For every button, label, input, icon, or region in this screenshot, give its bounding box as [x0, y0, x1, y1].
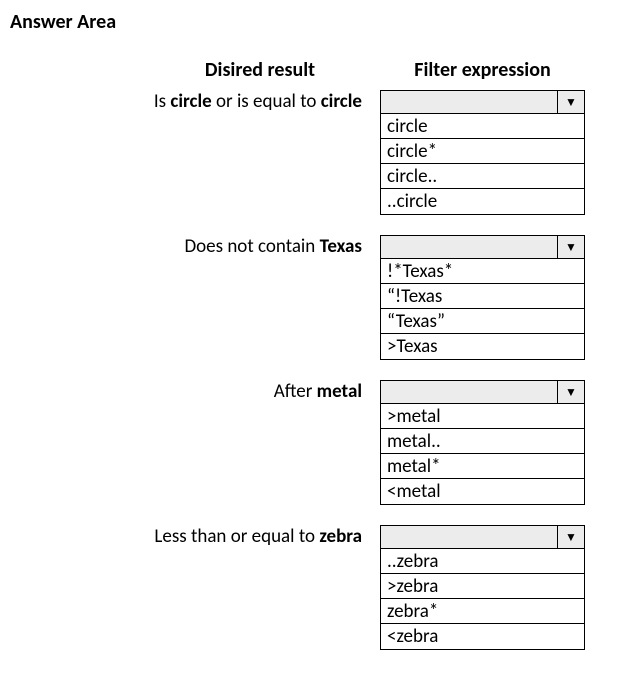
desc-text: Is	[154, 90, 171, 113]
dropdown-options-list: >metal metal.. metal* <metal	[380, 404, 585, 505]
column-header-filter-expression: Filter expression	[380, 58, 585, 82]
question-row: Less than or equal to zebra ▼ ..zebra >z…	[140, 525, 616, 650]
dropdown-options-list: circle circle* circle.. ..circle	[380, 114, 585, 215]
question-row: Does not contain Texas ▼ !*Texas* “!Texa…	[140, 235, 616, 360]
filter-dropdown[interactable]: ▼	[380, 525, 585, 549]
dropdown-selected-value	[381, 381, 558, 403]
dropdown-options-list: !*Texas* “!Texas “Texas” >Texas	[380, 259, 585, 360]
dropdown-option[interactable]: metal*	[381, 454, 584, 479]
desired-result-text: Is circle or is equal to circle	[140, 90, 380, 113]
dropdown-option[interactable]: <zebra	[381, 624, 584, 649]
answer-area-heading: Answer Area	[10, 10, 616, 34]
dropdown-option[interactable]: metal..	[381, 429, 584, 454]
desc-bold: circle	[321, 90, 362, 113]
column-headers-row: Disired result Filter expression	[140, 58, 616, 82]
filter-expression-group: ▼ ..zebra >zebra zebra* <zebra	[380, 525, 585, 650]
filter-expression-group: ▼ >metal metal.. metal* <metal	[380, 380, 585, 505]
dropdown-selected-value	[381, 526, 558, 548]
question-row: Is circle or is equal to circle ▼ circle…	[140, 90, 616, 215]
dropdown-option[interactable]: zebra*	[381, 599, 584, 624]
dropdown-option[interactable]: >Texas	[381, 334, 584, 359]
desc-bold: circle	[170, 90, 211, 113]
desc-text: After	[274, 380, 317, 403]
dropdown-option[interactable]: !*Texas*	[381, 259, 584, 284]
desc-text: or is equal to	[212, 90, 321, 113]
dropdown-option[interactable]: circle..	[381, 164, 584, 189]
filter-dropdown[interactable]: ▼	[380, 380, 585, 404]
chevron-down-icon[interactable]: ▼	[558, 526, 584, 548]
dropdown-option[interactable]: >zebra	[381, 574, 584, 599]
dropdown-selected-value	[381, 91, 558, 113]
chevron-down-icon[interactable]: ▼	[558, 91, 584, 113]
filter-expression-group: ▼ circle circle* circle.. ..circle	[380, 90, 585, 215]
chevron-down-icon[interactable]: ▼	[558, 236, 584, 258]
column-header-desired-result: Disired result	[140, 58, 380, 82]
question-table: Disired result Filter expression Is circ…	[140, 58, 616, 650]
desired-result-text: After metal	[140, 380, 380, 403]
dropdown-option[interactable]: <metal	[381, 479, 584, 504]
desc-bold: metal	[317, 380, 362, 403]
dropdown-option[interactable]: ..circle	[381, 189, 584, 214]
dropdown-option[interactable]: circle*	[381, 139, 584, 164]
filter-dropdown[interactable]: ▼	[380, 235, 585, 259]
desc-bold: zebra	[319, 525, 362, 548]
desc-text: Less than or equal to	[154, 525, 319, 548]
filter-dropdown[interactable]: ▼	[380, 90, 585, 114]
dropdown-option[interactable]: “!Texas	[381, 284, 584, 309]
filter-expression-group: ▼ !*Texas* “!Texas “Texas” >Texas	[380, 235, 585, 360]
question-row: After metal ▼ >metal metal.. metal* <met…	[140, 380, 616, 505]
desired-result-text: Does not contain Texas	[140, 235, 380, 258]
chevron-down-icon[interactable]: ▼	[558, 381, 584, 403]
dropdown-selected-value	[381, 236, 558, 258]
desired-result-text: Less than or equal to zebra	[140, 525, 380, 548]
desc-bold: Texas	[320, 235, 362, 258]
dropdown-option[interactable]: circle	[381, 114, 584, 139]
dropdown-option[interactable]: ..zebra	[381, 549, 584, 574]
dropdown-options-list: ..zebra >zebra zebra* <zebra	[380, 549, 585, 650]
dropdown-option[interactable]: >metal	[381, 404, 584, 429]
desc-text: Does not contain	[184, 235, 319, 258]
dropdown-option[interactable]: “Texas”	[381, 309, 584, 334]
